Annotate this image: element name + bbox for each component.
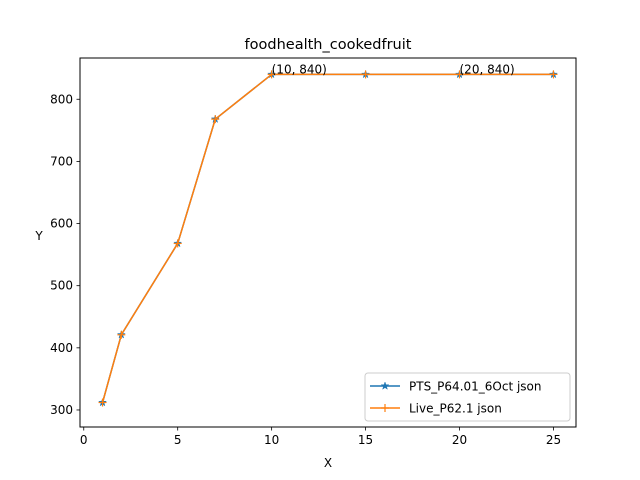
- data-point: [117, 330, 126, 339]
- chart-title: foodhealth_cookedfruit: [245, 37, 412, 53]
- annotation-layer: (10, 840) (20, 840): [272, 62, 515, 76]
- y-tick-label: 600: [50, 217, 73, 231]
- data-point: [361, 70, 370, 79]
- x-tick-label: 5: [174, 433, 182, 447]
- x-axis: 0 5 10 15 20 25: [80, 427, 561, 447]
- y-axis: 300 400 500 600 700 800: [50, 92, 80, 417]
- x-axis-label: X: [324, 456, 332, 470]
- legend-label: PTS_P64.01_6Oct json: [409, 380, 542, 394]
- data-point: [267, 70, 276, 79]
- y-tick-label: 800: [50, 92, 73, 106]
- y-tick-label: 400: [50, 341, 73, 355]
- data-point: [211, 115, 220, 124]
- legend: PTS_P64.01_6Oct json Live_P62.1 json: [364, 372, 571, 422]
- plot-frame: [79, 57, 577, 428]
- data-point: [455, 70, 464, 79]
- y-tick-label: 300: [50, 403, 73, 417]
- legend-box: [364, 372, 571, 422]
- x-tick-label: 25: [546, 433, 561, 447]
- legend-entry: PTS_P64.01_6Oct json: [370, 380, 542, 394]
- x-tick-label: 0: [80, 433, 88, 447]
- x-tick-label: 15: [358, 433, 373, 447]
- data-annotation: (10, 840): [272, 62, 327, 76]
- data-point: [549, 70, 558, 79]
- y-tick-label: 700: [50, 154, 73, 168]
- series-layer: [98, 69, 558, 407]
- legend-label: Live_P62.1 json: [409, 402, 502, 416]
- data-point: [98, 398, 107, 407]
- legend-entry: Live_P62.1 json: [370, 402, 502, 416]
- series-line: [101, 73, 554, 403]
- data-annotation: (20, 840): [460, 62, 515, 76]
- series-2: [98, 70, 558, 407]
- plot-area: [79, 57, 577, 428]
- x-tick-label: 20: [452, 433, 467, 447]
- legend-marker: [381, 404, 389, 412]
- y-tick-label: 500: [50, 279, 73, 293]
- y-axis-label: Y: [34, 229, 43, 243]
- data-point: [173, 239, 182, 248]
- legend-marker: [380, 381, 390, 390]
- x-tick-label: 10: [264, 433, 279, 447]
